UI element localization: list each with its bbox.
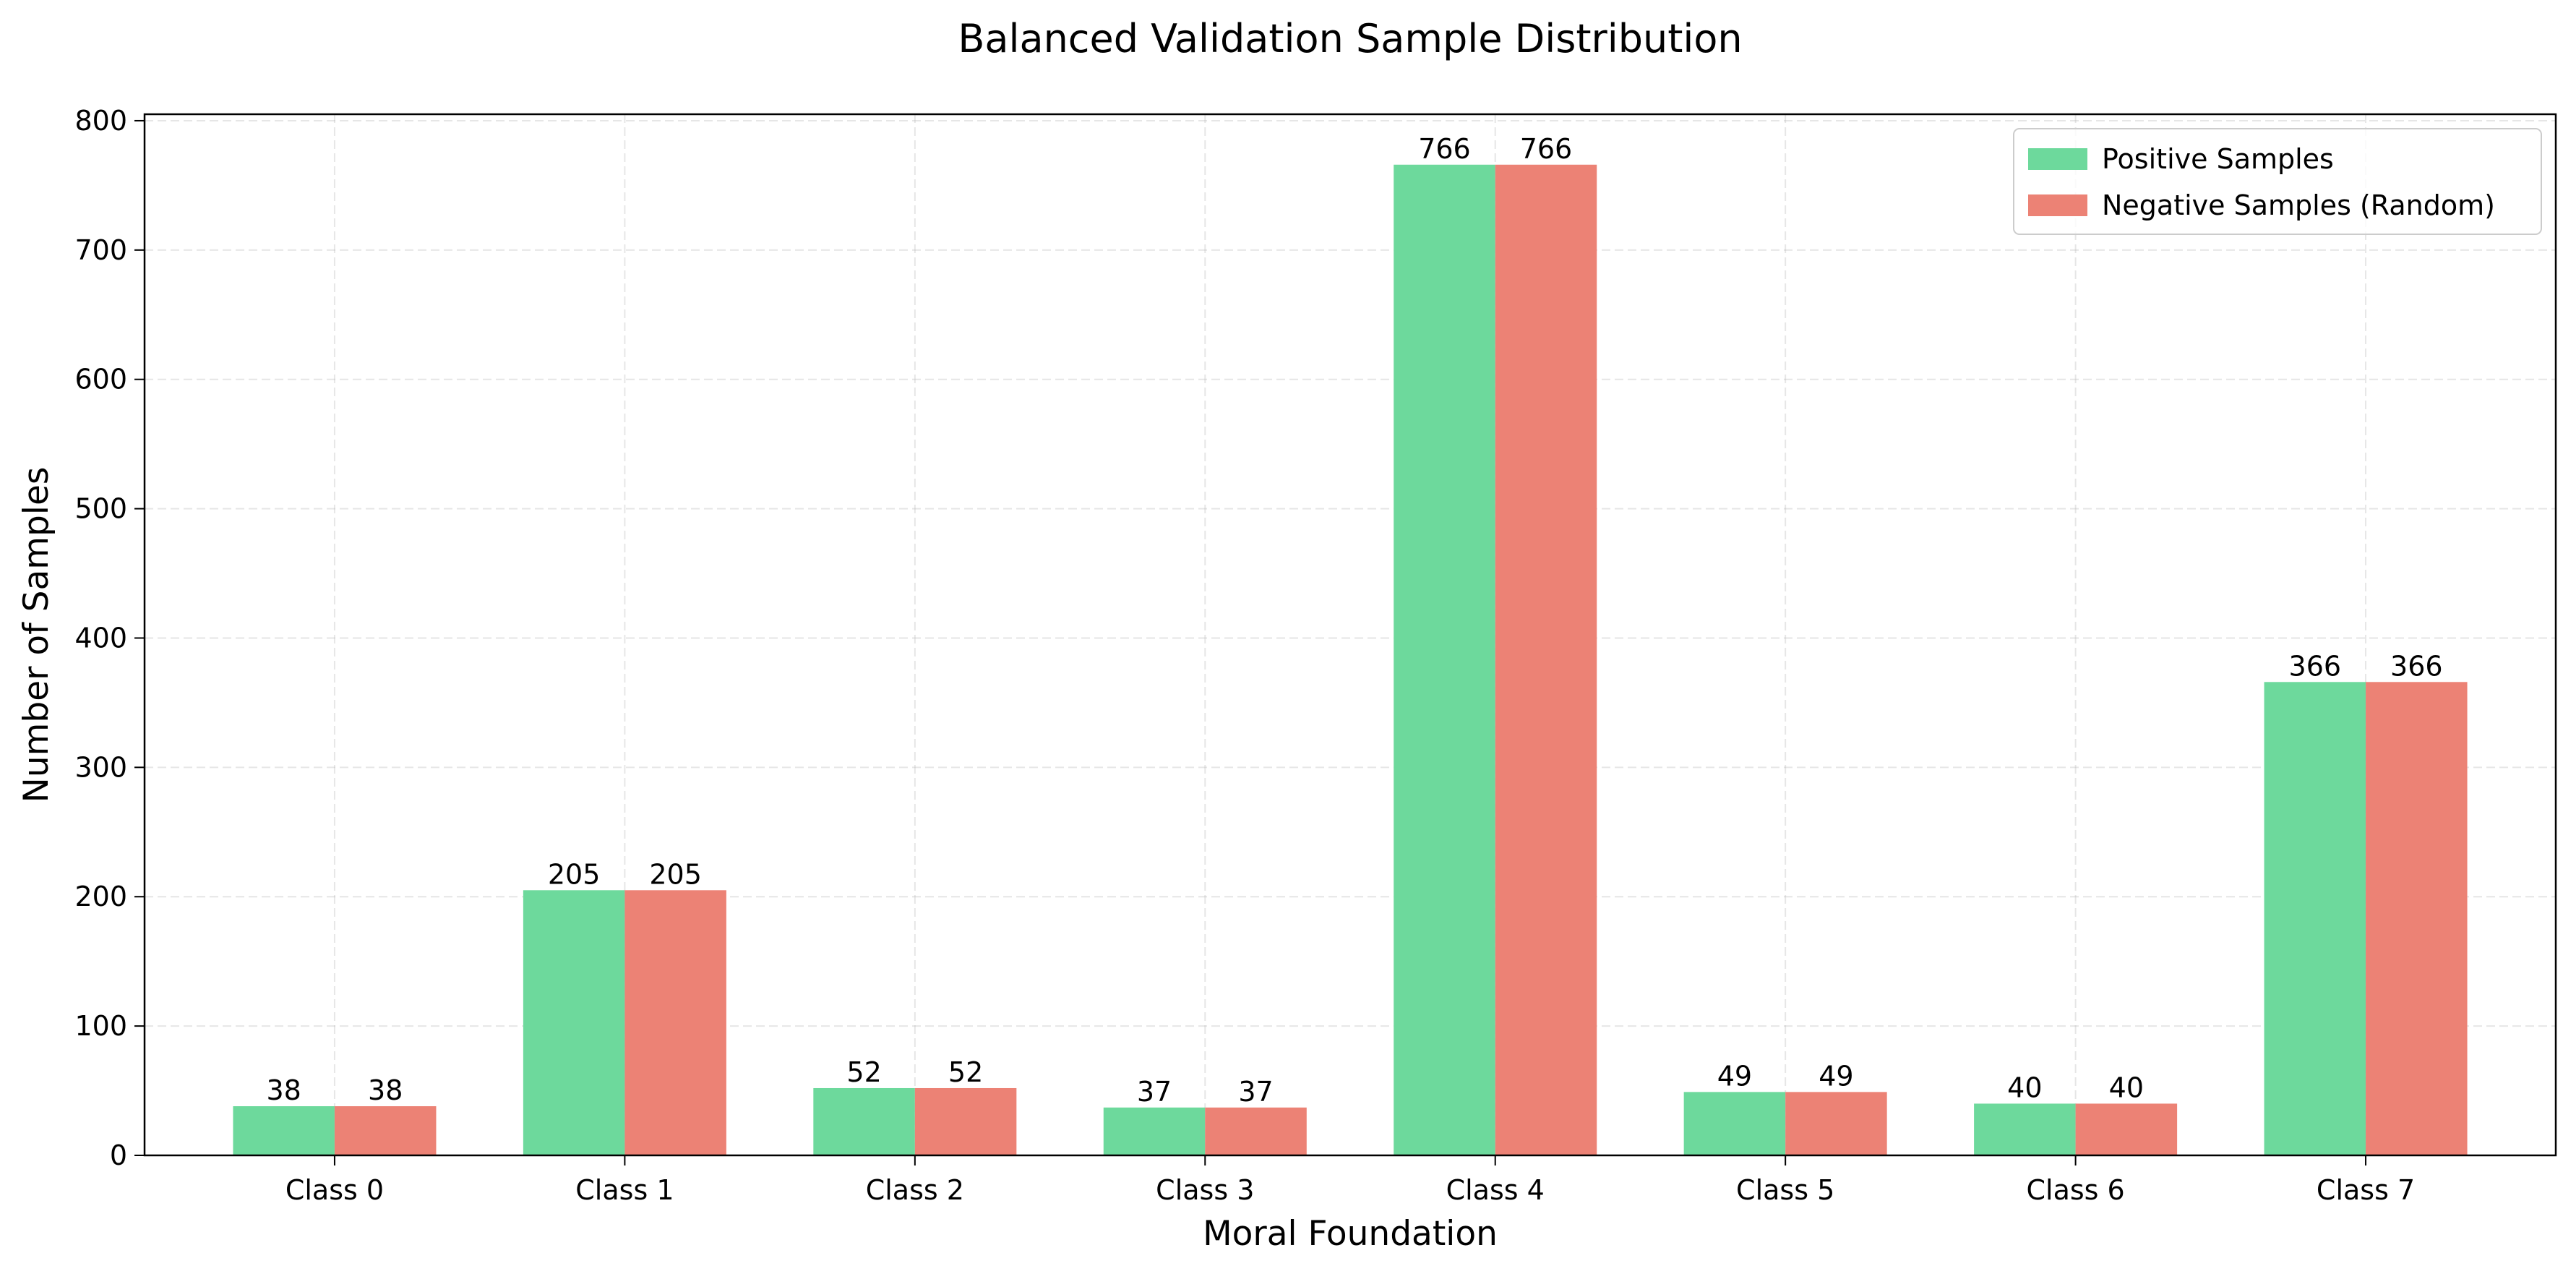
bar-value-label: 766 [1520, 133, 1573, 165]
legend-swatch [2028, 194, 2087, 216]
bar [334, 1106, 437, 1155]
bar [233, 1106, 335, 1155]
legend: Positive Samples Negative Samples (Random… [2013, 128, 2542, 235]
bar-value-label: 38 [368, 1074, 403, 1106]
legend-box [2013, 128, 2542, 235]
bar-value-labels: 38 205 52 37 766 49 40 366 38 205 52 37 766 49 40 366 [267, 133, 2443, 1108]
x-tick-label: Class 3 [1156, 1174, 1254, 1206]
bar [624, 890, 726, 1155]
bar [914, 1087, 1017, 1155]
plot-frame [143, 113, 2557, 1157]
bar [1103, 1107, 1206, 1155]
bar-value-label: 366 [2289, 650, 2342, 682]
x-tick-label: Class 2 [866, 1174, 964, 1206]
bar [2264, 682, 2366, 1155]
y-tick-label: 300 [74, 751, 127, 783]
bar [813, 1087, 915, 1155]
bar [1785, 1092, 1887, 1155]
y-axis-label: Number of Samples [17, 467, 56, 803]
y-tick-label: 500 [74, 493, 127, 525]
y-tick-label: 0 [110, 1139, 127, 1171]
bar [1495, 164, 1597, 1156]
bar [2075, 1103, 2178, 1155]
bar [1683, 1092, 1786, 1155]
bar [1394, 164, 1495, 1156]
bar-value-label: 37 [1137, 1076, 1172, 1108]
y-tick-label: 200 [74, 881, 127, 912]
x-tick-label: Class 4 [1446, 1174, 1545, 1206]
y-tick-label: 800 [74, 105, 127, 137]
legend-swatch [2028, 148, 2087, 170]
bar-value-label: 366 [2390, 650, 2443, 682]
x-axis-label: Moral Foundation [1203, 1214, 1498, 1254]
bar [2366, 682, 2468, 1155]
bar-value-label: 38 [267, 1074, 301, 1106]
bar-value-label: 37 [1238, 1076, 1273, 1108]
legend-label: Negative Samples (Random) [2102, 189, 2495, 221]
chart-title: Balanced Validation Sample Distribution [958, 16, 1742, 61]
bar [523, 890, 625, 1155]
bar-value-label: 52 [846, 1056, 881, 1088]
legend-label: Positive Samples [2102, 143, 2334, 175]
bar [1974, 1103, 2076, 1155]
bar-value-label: 40 [2109, 1071, 2144, 1103]
bar-value-label: 40 [2007, 1071, 2042, 1103]
bar-value-label: 205 [649, 858, 702, 890]
bar-value-label: 49 [1819, 1060, 1853, 1092]
y-tick-label: 100 [74, 1010, 127, 1042]
bar-value-label: 205 [548, 858, 601, 890]
gridlines [145, 114, 2556, 1156]
y-tick-label: 700 [74, 234, 127, 266]
x-tick-label: Class 0 [285, 1174, 384, 1206]
bar-value-label: 766 [1418, 133, 1471, 165]
x-tick-label: Class 5 [1736, 1174, 1834, 1206]
x-tick-label: Class 6 [2026, 1174, 2124, 1206]
bar [1205, 1107, 1307, 1155]
x-tick-label: Class 1 [575, 1174, 674, 1206]
x-tick-label: Class 7 [2317, 1174, 2415, 1206]
bar-value-label: 52 [948, 1056, 983, 1088]
y-tick-label: 400 [74, 622, 127, 654]
y-tick-label: 600 [74, 364, 127, 395]
bars [233, 164, 2468, 1156]
axes: 0 100 200 300 400 500 600 700 800 Class 0 Class 1 C… [74, 105, 2557, 1206]
bar-value-label: 49 [1717, 1060, 1752, 1092]
